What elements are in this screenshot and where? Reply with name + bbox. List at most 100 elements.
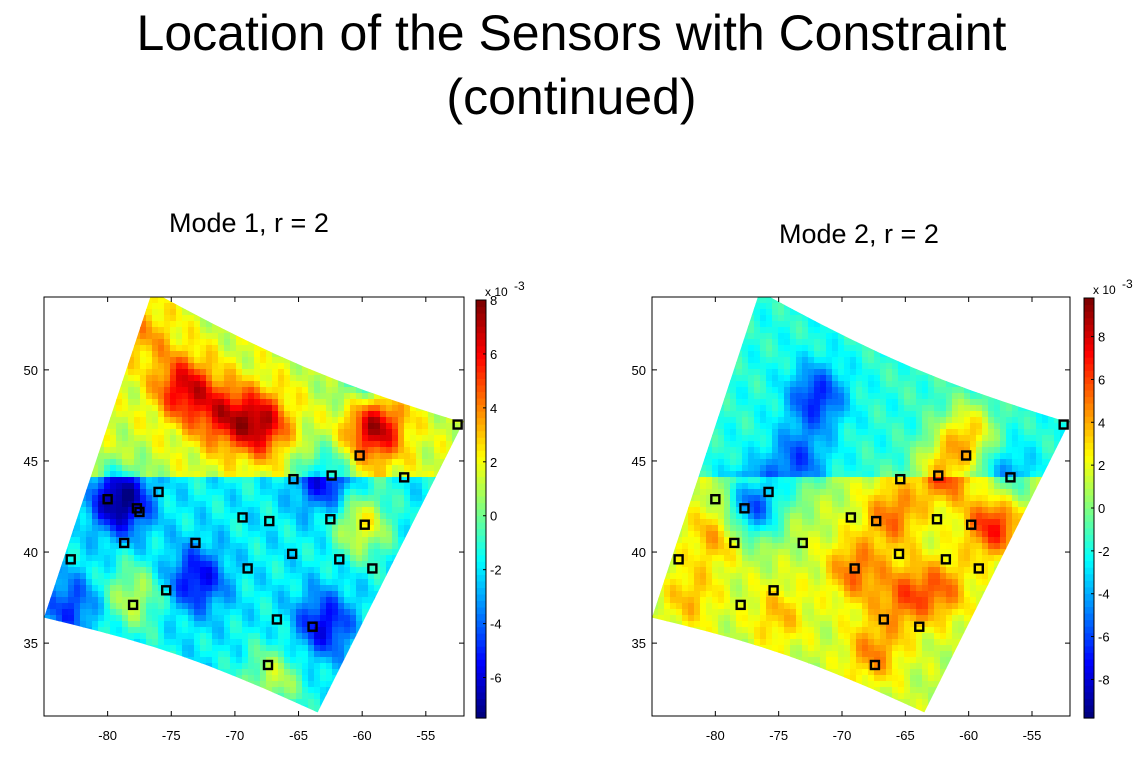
sensor-marker — [334, 554, 345, 565]
colorbar-segment — [476, 358, 486, 366]
colorbar-segment — [1084, 416, 1094, 424]
sensor-marker — [768, 585, 779, 596]
sensor-marker — [160, 585, 172, 596]
colorbar-segment — [1084, 403, 1094, 411]
colorbar-segment — [476, 633, 486, 641]
slide-title-line1: Location of the Sensors with Constraint — [136, 5, 1007, 61]
colorbar-segment — [1084, 665, 1094, 673]
colorbar-segment — [476, 522, 486, 530]
sensor-marker — [398, 472, 410, 483]
colorbar-segment — [1084, 343, 1094, 352]
colorbar-segment — [476, 652, 486, 660]
colorbar-tick-label: 4 — [490, 401, 497, 416]
sensor-marker — [271, 614, 283, 625]
sensor-marker — [710, 494, 721, 505]
colorbar-segment — [1084, 645, 1094, 653]
sensor-marker — [933, 470, 944, 481]
sensor-marker — [153, 486, 164, 498]
sensor-marker — [869, 659, 881, 671]
colorbar-segment — [476, 437, 486, 445]
colorbar-segment — [476, 561, 486, 569]
x-tick-label: -70 — [833, 728, 852, 743]
x-tick-label: -75 — [769, 728, 788, 743]
colorbar-segment — [476, 371, 486, 379]
sensor-marker — [452, 419, 463, 430]
sensor-marker — [288, 473, 299, 485]
colorbar-segment — [1084, 468, 1094, 476]
colorbar-segment — [476, 300, 486, 308]
colorbar-segment — [476, 450, 486, 458]
colorbar-segment — [476, 378, 486, 386]
colorbar-segment — [1084, 363, 1094, 371]
colorbar-multiplier: x 10 — [1093, 283, 1116, 297]
colorbar-segment — [1084, 422, 1094, 430]
colorbar-segment — [476, 528, 486, 536]
sensor-marker — [739, 503, 750, 514]
slide-title-line2: (continued) — [446, 69, 697, 125]
colorbar-segment — [1084, 613, 1094, 621]
colorbar-segment — [476, 476, 486, 484]
sensor-marker — [286, 548, 298, 560]
colorbar-multiplier: x 10 — [485, 285, 508, 299]
x-tick-label: -70 — [226, 728, 245, 743]
sensor-marker — [871, 515, 882, 527]
colorbar-segment — [476, 600, 486, 608]
colorbar-tick-label: 2 — [490, 455, 497, 470]
colorbar-segment — [1084, 370, 1094, 378]
colorbar-frame — [475, 299, 487, 719]
y-tick-label: 45 — [632, 454, 646, 469]
colorbar-segment — [1084, 606, 1094, 614]
colorbar-tick-label: 2 — [1098, 458, 1105, 473]
colorbar-segment — [476, 554, 486, 562]
colorbar-tick-label: -4 — [1098, 587, 1110, 602]
colorbar-tick-label: 8 — [1098, 330, 1105, 345]
y-tick-label: 45 — [24, 454, 38, 469]
colorbar-tick-label: 4 — [1098, 415, 1105, 430]
colorbar-segment — [1084, 632, 1094, 640]
colorbar-segment — [476, 620, 486, 628]
colorbar-segment — [476, 313, 486, 321]
colorbar-segment — [476, 319, 486, 327]
colorbar-segment — [476, 495, 486, 504]
colorbar: 8 6 4 2 0 -2 -4 -6 x 10 -3 — [475, 279, 525, 719]
colorbar-segment — [1084, 553, 1094, 562]
colorbar-segment — [1084, 409, 1094, 417]
sensor-marker — [1058, 419, 1069, 430]
sensor-marker — [264, 515, 275, 527]
x-tick-label: -55 — [416, 728, 435, 743]
colorbar-segment — [476, 711, 486, 719]
sensor-marker — [359, 519, 370, 530]
sensor-marker — [325, 514, 336, 525]
colorbar-segment — [476, 469, 486, 477]
sensor-marker — [237, 512, 248, 523]
colorbar-segment — [476, 659, 486, 667]
colorbar-segment — [1084, 698, 1094, 706]
plot-frame — [651, 296, 1071, 717]
colorbar-segment — [476, 404, 486, 412]
colorbar-segment — [476, 306, 486, 314]
colorbar-segment — [476, 691, 486, 700]
colorbar-segment — [1084, 481, 1094, 489]
colorbar-segment — [1084, 501, 1094, 509]
colorbar-segment — [1084, 691, 1094, 699]
colorbar-tick-label: -4 — [490, 617, 502, 632]
colorbar-segment — [1084, 514, 1094, 522]
colorbar-tick-label: 8 — [490, 293, 497, 308]
colorbar-segment — [1084, 586, 1094, 594]
heatmap-chart-2: -80 -75 -70 -65 -60 -55 50 45 40 35 8 6 4 2 0 -2 -4 -6 -8 x… — [632, 277, 1133, 743]
sensor-marker — [797, 537, 808, 549]
y-tick-label: 50 — [632, 363, 646, 378]
sensor-marker — [367, 563, 378, 574]
colorbar-segment — [1084, 298, 1094, 306]
sensor-marker — [960, 450, 972, 461]
colorbar-segment — [476, 417, 486, 425]
colorbar-segment — [1084, 534, 1094, 542]
sensor-marker — [102, 494, 113, 505]
colorbar-segment — [1084, 389, 1094, 398]
sensor-marker — [940, 554, 952, 565]
chart-title-mode2: Mode 2, r = 2 — [779, 219, 939, 249]
colorbar-tick-label: -8 — [1098, 672, 1110, 687]
colorbar-segment — [476, 665, 486, 673]
data-field — [44, 297, 464, 713]
sensor-marker — [127, 599, 139, 611]
